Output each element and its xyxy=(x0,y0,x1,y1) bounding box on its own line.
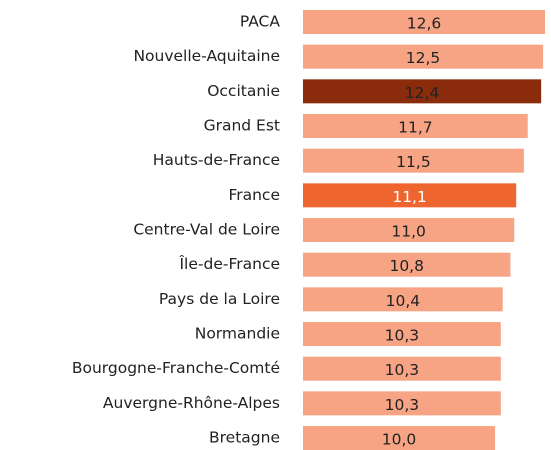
bar xyxy=(303,356,501,381)
value-label: 10,8 xyxy=(389,257,424,275)
category-label: Grand Est xyxy=(204,117,280,135)
category-label: Auvergne-Rhône-Alpes xyxy=(103,394,280,412)
bar xyxy=(303,218,515,243)
category-label: Île-de-France xyxy=(178,254,280,273)
bar xyxy=(303,391,501,416)
bar xyxy=(303,287,503,312)
value-label: 12,5 xyxy=(406,49,441,67)
value-label: 11,0 xyxy=(391,223,426,241)
category-label: Bourgogne-Franche-Comté xyxy=(72,359,280,377)
value-label: 11,1 xyxy=(392,188,427,206)
category-label: France xyxy=(228,186,280,204)
value-label: 11,5 xyxy=(396,153,431,171)
value-label: 12,4 xyxy=(405,84,440,102)
value-label: 10,0 xyxy=(382,431,417,449)
bar xyxy=(303,10,545,34)
category-label: Bretagne xyxy=(209,429,280,447)
value-label: 10,3 xyxy=(385,396,420,414)
category-label: Normandie xyxy=(195,325,280,343)
category-label: Occitanie xyxy=(207,82,280,100)
category-label: Pays de la Loire xyxy=(159,290,280,308)
value-label: 11,7 xyxy=(398,119,433,137)
value-label: 10,4 xyxy=(386,292,421,310)
value-label: 10,3 xyxy=(385,361,420,379)
bar xyxy=(303,114,528,139)
value-label: 10,3 xyxy=(385,327,420,345)
bar xyxy=(303,148,524,173)
value-label: 12,6 xyxy=(407,15,442,33)
bar xyxy=(303,79,542,104)
bar xyxy=(303,44,544,69)
category-label: Nouvelle-Aquitaine xyxy=(133,47,280,65)
bar xyxy=(303,183,517,208)
category-label: PACA xyxy=(240,13,281,31)
category-label: Hauts-de-France xyxy=(153,151,280,169)
bar xyxy=(303,252,511,277)
bar xyxy=(303,322,501,347)
bar xyxy=(303,426,496,450)
category-label: Centre-Val de Loire xyxy=(133,221,280,239)
